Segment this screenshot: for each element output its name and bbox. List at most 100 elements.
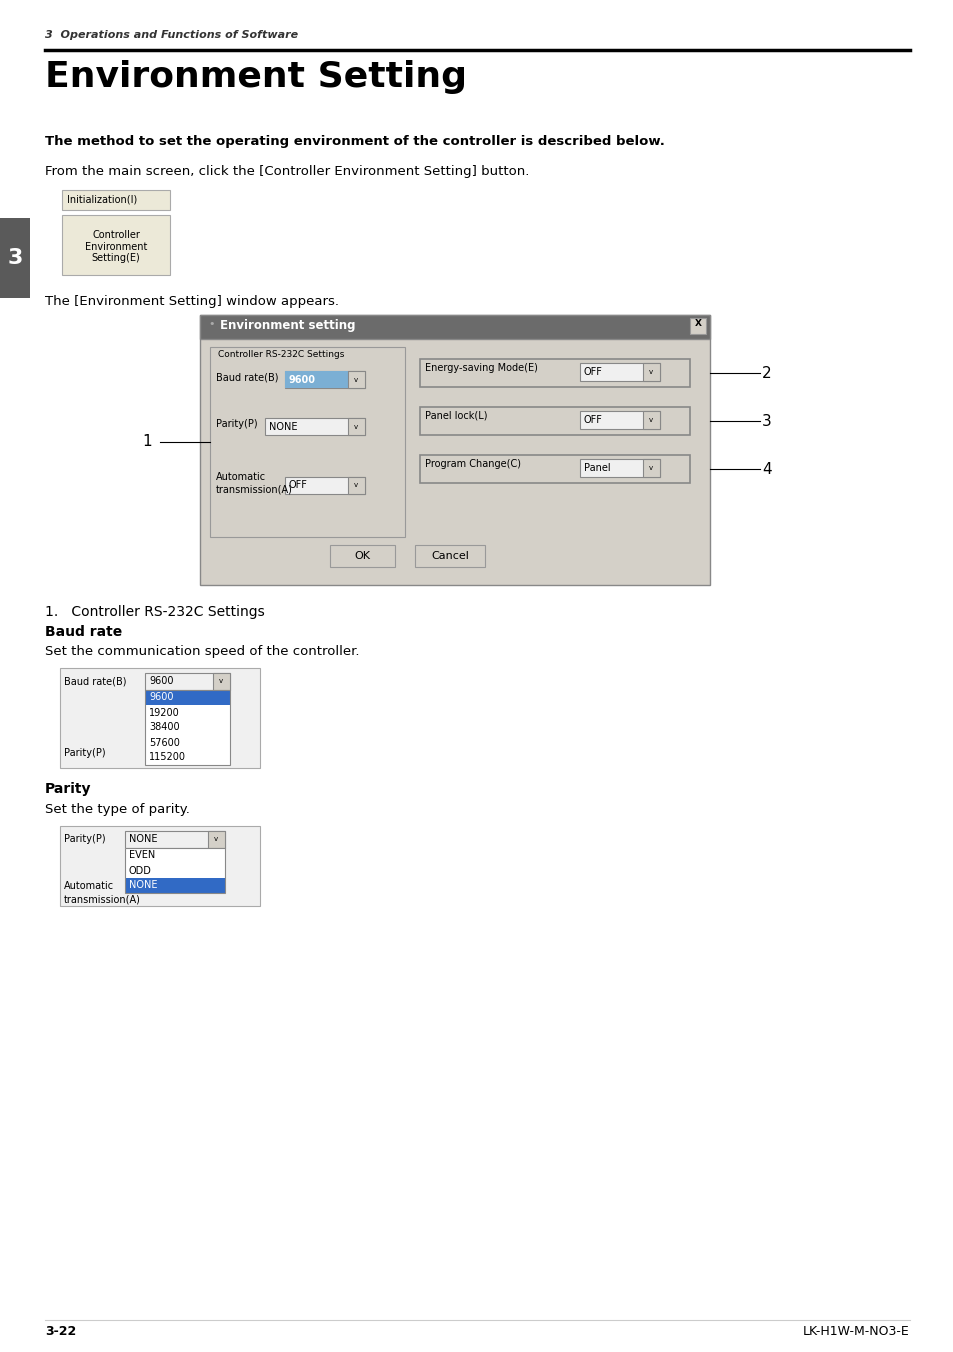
Text: Panel: Panel <box>583 462 610 473</box>
Bar <box>689 318 705 334</box>
Bar <box>579 362 659 381</box>
Text: 9600: 9600 <box>149 692 173 703</box>
Text: 3  Operations and Functions of Software: 3 Operations and Functions of Software <box>45 30 297 41</box>
Bar <box>642 458 659 477</box>
Bar <box>60 826 260 906</box>
Text: LK-H1W-M-NO3-E: LK-H1W-M-NO3-E <box>802 1325 909 1338</box>
Bar <box>348 418 365 435</box>
Bar <box>125 831 225 848</box>
Bar <box>419 456 689 483</box>
Bar <box>145 673 230 690</box>
Text: The [Environment Setting] window appears.: The [Environment Setting] window appears… <box>45 295 338 308</box>
Text: Parity(P): Parity(P) <box>215 419 257 429</box>
Bar <box>60 668 260 768</box>
Text: Energy-saving Mode(E): Energy-saving Mode(E) <box>424 362 537 373</box>
Text: Baud rate: Baud rate <box>45 625 122 639</box>
Bar <box>145 690 230 704</box>
Bar <box>642 411 659 429</box>
Bar <box>145 704 230 721</box>
Text: transmission(A): transmission(A) <box>64 894 141 904</box>
Text: OK: OK <box>354 552 370 561</box>
Text: v: v <box>648 369 653 375</box>
Bar <box>419 360 689 387</box>
Bar <box>125 848 225 894</box>
Text: ODD: ODD <box>129 865 152 876</box>
Text: Environment Setting: Environment Setting <box>45 59 467 95</box>
Text: Initialization(I): Initialization(I) <box>67 195 137 206</box>
Bar <box>125 877 225 894</box>
Text: Program Change(C): Program Change(C) <box>424 458 520 469</box>
Bar <box>210 347 405 537</box>
Text: 3: 3 <box>8 247 23 268</box>
Bar <box>125 848 225 863</box>
Text: 3-22: 3-22 <box>45 1325 76 1338</box>
Bar <box>200 315 709 585</box>
Bar <box>208 831 225 848</box>
Text: transmission(A): transmission(A) <box>215 484 293 493</box>
Text: Automatic: Automatic <box>64 882 114 891</box>
Text: Panel lock(L): Panel lock(L) <box>424 411 487 420</box>
Text: 3: 3 <box>761 414 771 429</box>
Bar <box>204 341 705 581</box>
Text: 38400: 38400 <box>149 722 179 733</box>
Text: v: v <box>213 836 218 842</box>
Bar <box>145 735 230 750</box>
Bar <box>285 370 365 388</box>
Text: 9600: 9600 <box>289 375 315 385</box>
Bar <box>348 477 365 493</box>
Text: •: • <box>208 319 214 329</box>
Text: EVEN: EVEN <box>129 850 155 860</box>
Bar <box>579 458 659 477</box>
Text: OFF: OFF <box>583 366 602 377</box>
Text: Environment setting: Environment setting <box>220 319 355 333</box>
Text: X: X <box>694 319 700 329</box>
Bar <box>330 545 395 566</box>
Text: v: v <box>354 377 357 383</box>
Text: 57600: 57600 <box>149 737 180 748</box>
Text: v: v <box>648 416 653 423</box>
Bar <box>145 750 230 765</box>
Bar <box>62 215 170 274</box>
Bar <box>125 863 225 877</box>
Text: Controller RS-232C Settings: Controller RS-232C Settings <box>218 350 344 360</box>
Text: Set the type of parity.: Set the type of parity. <box>45 803 190 817</box>
Text: 115200: 115200 <box>149 753 186 763</box>
Bar <box>285 370 348 388</box>
Text: v: v <box>354 483 357 488</box>
Bar <box>145 721 230 735</box>
Bar <box>200 315 709 339</box>
Text: Parity(P): Parity(P) <box>64 834 106 844</box>
Text: OFF: OFF <box>583 415 602 425</box>
Text: OFF: OFF <box>289 480 308 489</box>
Text: Baud rate(B): Baud rate(B) <box>64 676 127 685</box>
Bar <box>642 362 659 381</box>
Text: 1.   Controller RS-232C Settings: 1. Controller RS-232C Settings <box>45 604 265 619</box>
Text: NONE: NONE <box>129 880 157 891</box>
Bar <box>415 545 484 566</box>
Bar <box>348 370 365 388</box>
Text: Parity(P): Parity(P) <box>64 748 106 758</box>
Text: Cancel: Cancel <box>431 552 469 561</box>
Text: v: v <box>648 465 653 470</box>
Text: Set the communication speed of the controller.: Set the communication speed of the contr… <box>45 645 359 658</box>
Bar <box>265 418 365 435</box>
Text: 2: 2 <box>761 365 771 380</box>
Text: Baud rate(B): Baud rate(B) <box>215 372 278 383</box>
Text: 1: 1 <box>142 434 152 449</box>
Bar <box>285 477 365 493</box>
Text: From the main screen, click the [Controller Environment Setting] button.: From the main screen, click the [Control… <box>45 165 529 178</box>
Text: 19200: 19200 <box>149 707 179 718</box>
Bar <box>579 411 659 429</box>
Text: NONE: NONE <box>269 422 297 433</box>
Text: Automatic: Automatic <box>215 472 266 483</box>
Text: v: v <box>218 677 223 684</box>
Text: v: v <box>354 425 357 430</box>
Text: 9600: 9600 <box>149 676 173 685</box>
Bar <box>145 690 230 765</box>
Bar <box>419 407 689 435</box>
Text: The method to set the operating environment of the controller is described below: The method to set the operating environm… <box>45 135 664 147</box>
Bar <box>62 191 170 210</box>
Text: Controller
Environment
Setting(E): Controller Environment Setting(E) <box>85 230 147 264</box>
Text: NONE: NONE <box>129 834 157 844</box>
Text: Parity: Parity <box>45 781 91 796</box>
